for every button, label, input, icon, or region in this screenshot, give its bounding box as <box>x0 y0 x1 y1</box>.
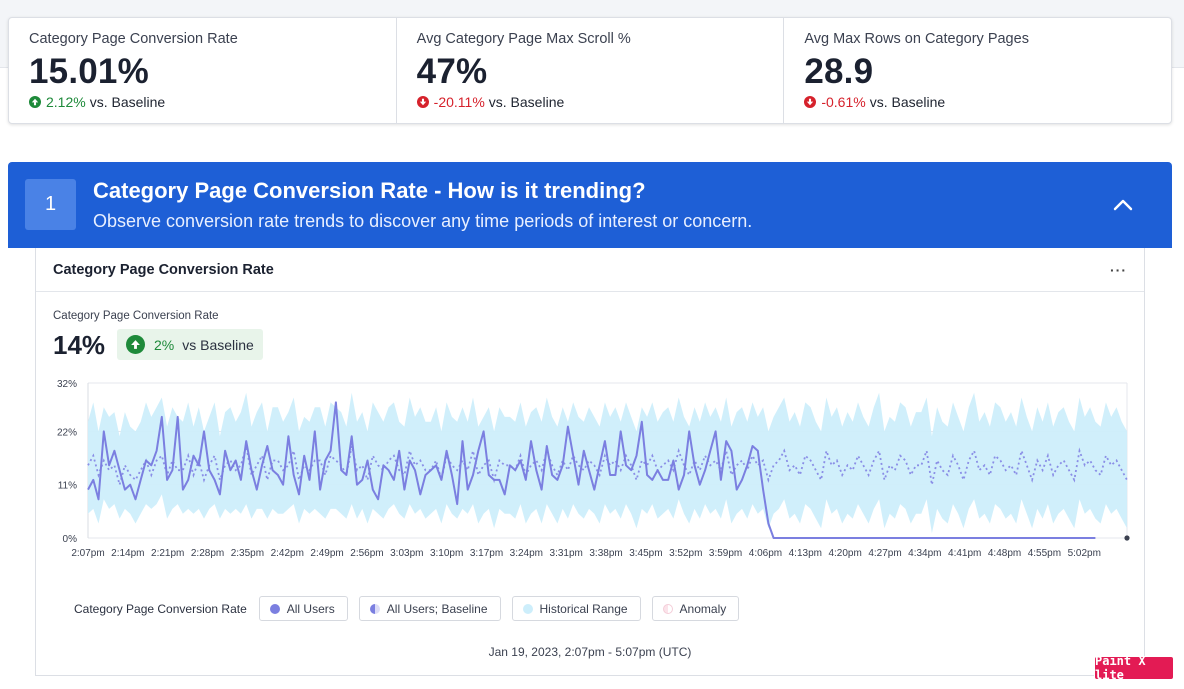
legend-item-label: All Users <box>286 601 335 616</box>
legend-item-label: Anomaly <box>679 601 727 616</box>
chevron-up-icon[interactable] <box>1112 194 1134 216</box>
circle-icon <box>269 603 280 614</box>
x-tick-label: 3:24pm <box>510 548 543 558</box>
kpi-delta-value: -0.61% <box>821 94 866 110</box>
kpi-title: Avg Category Page Max Scroll % <box>416 31 631 47</box>
kpi-card-max-scroll[interactable]: Avg Category Page Max Scroll % 47% -20.1… <box>397 18 785 123</box>
arrow-down-icon <box>416 96 429 108</box>
kpi-summary-row: Category Page Conversion Rate 15.01% 2.1… <box>8 17 1172 124</box>
circle-icon <box>522 603 533 614</box>
panel-header: Category Page Conversion Rate ··· <box>36 248 1144 292</box>
watermark-badge: Paint X lite <box>1094 654 1174 682</box>
kpi-title: Category Page Conversion Rate <box>29 31 238 47</box>
kpi-delta-value: -20.11% <box>433 94 485 110</box>
section-subtitle: Observe conversion rate trends to discov… <box>93 211 753 231</box>
y-tick-label: 11% <box>58 481 77 492</box>
y-tick-label: 0% <box>63 534 78 545</box>
x-tick-label: 4:41pm <box>948 548 981 558</box>
y-tick-label: 22% <box>57 427 77 438</box>
x-tick-label: 3:31pm <box>550 548 583 558</box>
series-end-point <box>1124 535 1130 541</box>
legend-item-baseline[interactable]: All Users; Baseline <box>358 596 501 621</box>
kpi-value: 28.9 <box>804 52 874 91</box>
kpi-delta-suffix: vs. Baseline <box>869 94 946 110</box>
kpi-title: Avg Max Rows on Category Pages <box>804 31 1029 47</box>
metric-delta-suffix: vs Baseline <box>182 336 254 353</box>
x-tick-label: 2:28pm <box>191 548 224 558</box>
x-tick-label: 4:27pm <box>868 548 901 558</box>
kpi-delta: -20.11% vs. Baseline <box>416 94 764 110</box>
legend-item-historical-range[interactable]: Historical Range <box>511 596 641 621</box>
x-tick-label: 3:10pm <box>430 548 463 558</box>
x-tick-label: 2:14pm <box>111 548 144 558</box>
y-tick-label: 32% <box>57 379 77 390</box>
x-tick-label: 3:17pm <box>470 548 503 558</box>
legend-label: Category Page Conversion Rate <box>74 601 247 616</box>
legend-item-label: Historical Range <box>539 601 628 616</box>
metric-label: Category Page Conversion Rate <box>53 310 219 322</box>
metric-delta-value: 2% <box>154 336 175 353</box>
arrow-up-icon <box>126 335 145 354</box>
kpi-value: 15.01% <box>29 52 149 91</box>
x-tick-label: 4:20pm <box>828 548 861 558</box>
date-range: Jan 19, 2023, 2:07pm - 5:07pm (UTC) <box>488 645 692 659</box>
x-tick-label: 2:21pm <box>151 548 184 558</box>
arrow-up-icon <box>29 96 41 108</box>
x-tick-label: 3:52pm <box>669 548 702 558</box>
legend-item-all-users[interactable]: All Users <box>258 596 348 621</box>
x-tick-label: 2:07pm <box>71 548 104 558</box>
kpi-delta-suffix: vs. Baseline <box>488 94 565 110</box>
legend-item-anomaly[interactable]: Anomaly <box>651 596 740 621</box>
all-users-series-line <box>87 401 1096 539</box>
x-tick-label: 3:38pm <box>589 548 622 558</box>
x-tick-label: 4:06pm <box>749 548 782 558</box>
x-tick-label: 4:34pm <box>908 548 941 558</box>
x-tick-label: 4:48pm <box>988 548 1021 558</box>
half-circle-icon <box>662 603 673 614</box>
arrow-down-icon <box>804 96 817 108</box>
conversion-rate-chart[interactable]: 32% 22% 11% 0% 2:07pm 2:14pm 2:21pm 2:28pm 2:35p… <box>36 373 1144 558</box>
x-tick-label: 2:35pm <box>231 548 264 558</box>
kpi-card-max-rows[interactable]: Avg Max Rows on Category Pages 28.9 -0.6… <box>784 18 1171 123</box>
x-tick-label: 3:45pm <box>629 548 662 558</box>
kpi-value: 47% <box>416 52 488 91</box>
x-tick-label: 2:42pm <box>271 548 304 558</box>
metric-delta-chip: 2% vs Baseline <box>117 329 263 360</box>
x-tick-label: 2:56pm <box>350 548 383 558</box>
chart-panel: Category Page Conversion Rate ··· Catego… <box>35 248 1145 676</box>
x-tick-label: 4:55pm <box>1028 548 1061 558</box>
x-tick-label: 2:49pm <box>310 548 343 558</box>
chart-legend: Category Page Conversion Rate All Users … <box>74 596 750 621</box>
metric-value: 14% <box>53 330 106 360</box>
kpi-delta-value: 2.12% <box>46 94 86 110</box>
step-number: 1 <box>25 179 76 230</box>
kpi-delta-suffix: vs. Baseline <box>89 94 166 110</box>
kpi-card-conversion-rate[interactable]: Category Page Conversion Rate 15.01% 2.1… <box>9 18 397 123</box>
kpi-delta: 2.12% vs. Baseline <box>29 94 376 110</box>
x-tick-label: 5:02pm <box>1068 548 1101 558</box>
x-tick-label: 3:03pm <box>390 548 423 558</box>
half-circle-icon <box>369 603 380 614</box>
kpi-delta: -0.61% vs. Baseline <box>804 94 1151 110</box>
section-banner[interactable]: 1 Category Page Conversion Rate - How is… <box>8 162 1172 248</box>
section-title: Category Page Conversion Rate - How is i… <box>93 178 646 203</box>
panel-title: Category Page Conversion Rate <box>53 261 274 278</box>
x-tick-label: 4:13pm <box>789 548 822 558</box>
more-options-icon[interactable]: ··· <box>1110 261 1127 278</box>
x-tick-label: 3:59pm <box>709 548 742 558</box>
legend-item-label: All Users; Baseline <box>386 601 488 616</box>
